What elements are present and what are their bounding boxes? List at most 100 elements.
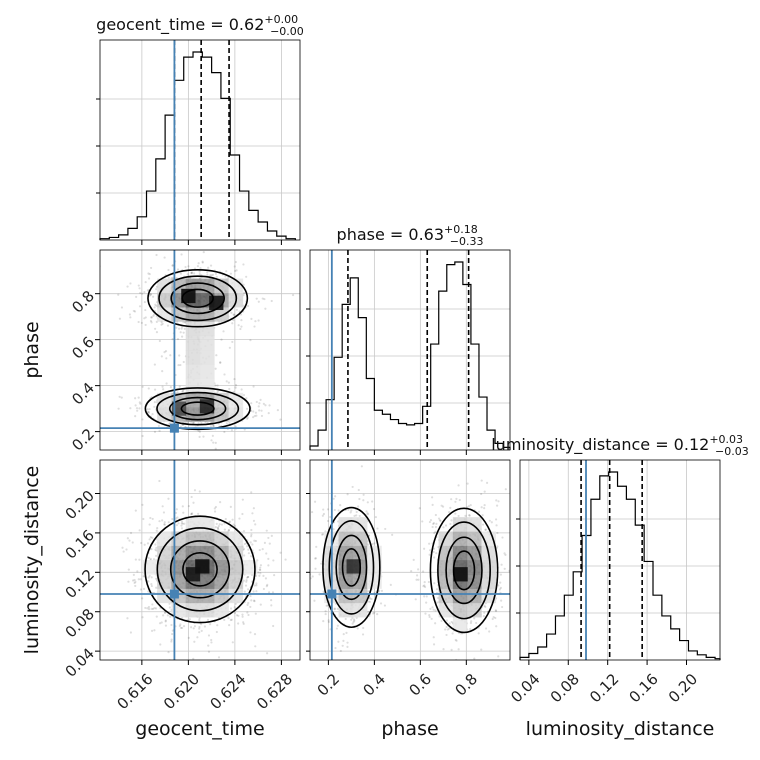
sample-point (148, 538, 151, 541)
sample-point (362, 626, 365, 630)
sample-point (207, 644, 210, 647)
sample-point (159, 643, 162, 646)
sample-point (247, 601, 250, 605)
sample-point (444, 524, 448, 527)
sample-point (431, 606, 434, 609)
sample-point (171, 264, 174, 267)
sample-point (138, 558, 141, 561)
sample-point (495, 499, 498, 502)
sample-point (314, 557, 318, 560)
sample-point (192, 501, 195, 504)
sample-point (129, 407, 132, 410)
sample-point (147, 556, 150, 560)
sample-point (431, 503, 434, 506)
sample-point (190, 495, 193, 499)
sample-point (445, 625, 448, 629)
sample-point (158, 622, 162, 625)
sample-point (324, 610, 327, 613)
sample-point (264, 577, 268, 580)
sample-point (199, 266, 202, 270)
contour-level-2 (328, 520, 375, 615)
sample-point (223, 373, 226, 376)
sample-point (197, 429, 200, 432)
sample-point (442, 647, 445, 651)
sample-point (254, 539, 258, 543)
sample-point (229, 607, 233, 610)
sample-point (448, 511, 451, 514)
sample-point (148, 523, 151, 526)
sample-point (357, 488, 360, 492)
sample-point (160, 355, 163, 358)
sample-point (193, 272, 196, 275)
sample-point (212, 441, 215, 444)
sample-point (151, 517, 154, 521)
sample-point (153, 401, 156, 404)
sample-point (154, 607, 158, 610)
sample-point (144, 606, 147, 610)
sample-point (259, 564, 263, 567)
sample-point (190, 271, 194, 274)
sample-point (160, 621, 163, 624)
sample-point (177, 363, 180, 367)
sample-point (234, 260, 237, 264)
sample-point (225, 380, 228, 383)
sample-point (201, 261, 204, 264)
sample-point (475, 621, 478, 625)
sample-point (267, 557, 270, 560)
sample-point (232, 523, 235, 526)
sample-point (147, 272, 150, 275)
sample-point (421, 520, 424, 523)
sample-point (154, 303, 157, 306)
y-axis-label-phase: phase (21, 321, 43, 378)
sample-point (210, 641, 213, 644)
sample-point (146, 408, 149, 411)
sample-point (181, 505, 184, 508)
sample-point (238, 517, 241, 520)
sample-point (254, 645, 257, 648)
sample-point (163, 611, 167, 615)
sample-point (268, 542, 271, 545)
sample-point (235, 308, 238, 311)
sample-point (457, 648, 460, 651)
sample-point (158, 520, 161, 523)
sample-point (326, 604, 329, 607)
density-cell (200, 588, 215, 604)
sample-point (245, 275, 248, 278)
sample-point (508, 569, 510, 572)
sample-point (162, 614, 165, 617)
contour-level-3 (144, 387, 251, 431)
scatter-panel-phase-luminosity_distance (306, 459, 511, 661)
sample-point (149, 557, 152, 560)
sample-point (250, 317, 253, 320)
sample-point (182, 511, 185, 514)
sample-point (136, 409, 139, 412)
sample-point (178, 624, 181, 628)
sample-point (231, 518, 234, 521)
sample-point (242, 291, 246, 295)
density-cell (157, 560, 172, 575)
density-cell (228, 545, 244, 561)
sample-point (152, 314, 155, 317)
density-cell (338, 602, 354, 618)
density-cell (214, 307, 229, 322)
sample-point (227, 616, 230, 620)
sample-point (126, 617, 129, 620)
sample-point (483, 490, 486, 493)
sample-point (137, 320, 140, 324)
sample-point (367, 590, 370, 593)
sample-point (469, 621, 473, 625)
sample-point (227, 528, 231, 532)
sample-point (214, 447, 217, 450)
sample-point (161, 322, 164, 325)
sample-point (326, 508, 330, 511)
sample-point (163, 523, 166, 526)
sample-point (220, 523, 224, 526)
sample-point (255, 590, 258, 593)
sample-point (175, 517, 178, 520)
sample-point (428, 615, 431, 619)
density-peak-cell (453, 567, 468, 582)
sample-point (126, 285, 129, 288)
sample-point (182, 360, 185, 364)
sample-point (336, 624, 339, 627)
sample-point (155, 546, 158, 549)
